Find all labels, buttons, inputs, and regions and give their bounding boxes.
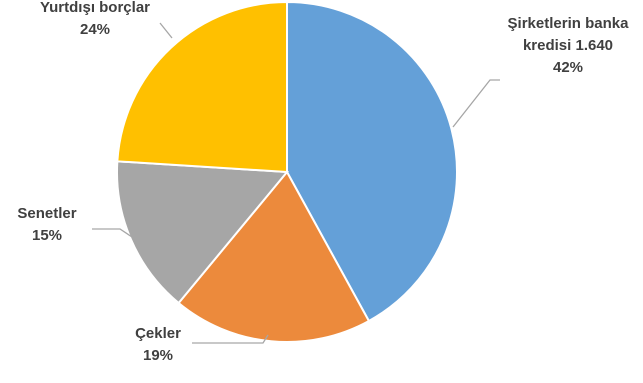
- leader-line-1: [452, 79, 500, 128]
- slice-percent-label: 24%: [80, 21, 110, 38]
- leader-line-3: [92, 228, 133, 238]
- slice-category-label: Senetler: [17, 205, 76, 222]
- slice-labels: Şirketlerin banka kredisi 1.640 42% Çekler 1…: [17, 0, 629, 364]
- slice-category-label: Şirketlerin banka: [508, 15, 630, 32]
- slice-label-4: Yurtdışı borçlar 24%: [40, 0, 150, 38]
- slice-percent-label: 15%: [32, 227, 62, 244]
- slice-label-2: Çekler 19%: [135, 325, 181, 364]
- leader-line-2: [192, 334, 269, 344]
- pie-slice-3: [116, 160, 290, 305]
- slice-percent-label: 19%: [143, 347, 173, 364]
- pie-slices: [116, 0, 458, 343]
- leader-lines: [92, 22, 500, 344]
- leader-line-4: [159, 22, 173, 39]
- slice-percent-label: 42%: [553, 59, 583, 76]
- pie-slice-1: [286, 0, 458, 323]
- pie-slice-4: [116, 0, 288, 174]
- slice-category-label: Yurtdışı borçlar: [40, 0, 150, 16]
- slice-category-label: Çekler: [135, 325, 181, 342]
- slice-label-3: Senetler 15%: [17, 205, 76, 244]
- slice-label-1: Şirketlerin banka kredisi 1.640 42%: [508, 15, 630, 76]
- slice-category-label: kredisi 1.640: [523, 37, 613, 54]
- pie-slice-2: [177, 170, 371, 343]
